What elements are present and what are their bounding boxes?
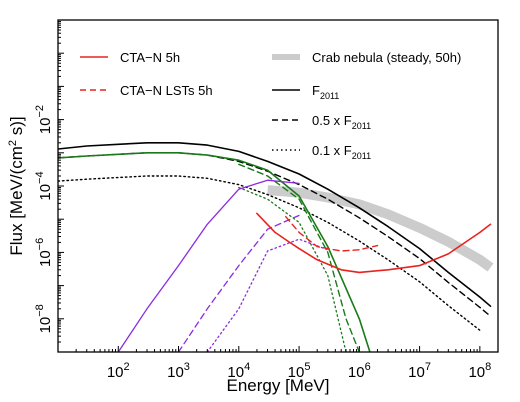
x-tick-label: 107	[408, 361, 431, 381]
series-line-crab	[267, 185, 494, 272]
legend-label: 0.1 x F2011	[312, 143, 371, 161]
legend-label: CTA−N 5h	[120, 50, 180, 65]
y-tick-label: 10−2	[34, 105, 54, 134]
series-line-red_solid	[256, 212, 492, 274]
y-tick-label: 10−6	[34, 238, 54, 267]
series-line-tenth	[58, 175, 481, 331]
series-line-purple3	[206, 238, 329, 352]
series-line-red_dashed	[285, 215, 379, 252]
x-tick-label: 108	[468, 361, 491, 381]
x-tick-label: 104	[227, 361, 250, 381]
legend-label: CTA−N LSTs 5h	[120, 83, 213, 98]
legend: CTA−N 5h CTA−N LSTs 5h Crab nebula (steady…	[80, 50, 461, 161]
y-axis-title: Flux [MeV/(cm2 s)]	[7, 116, 26, 255]
legend-label: F2011	[312, 83, 339, 101]
tick-layer: 102 103 104 105 106 107 108 10−8 10−6 10−4 10−2	[34, 19, 499, 381]
series-layer	[58, 142, 494, 352]
y-tick-label: 10−8	[34, 304, 54, 333]
x-tick-label: 102	[107, 361, 130, 381]
y-tick-label: 10−4	[34, 171, 54, 200]
y-axis-title-main: Flux [MeV/(cm	[7, 146, 26, 256]
legend-label: 0.5 x F2011	[312, 113, 371, 131]
x-tick-label: 106	[348, 361, 371, 381]
series-line-F2011	[58, 142, 492, 308]
y-axis-title-sup: 2	[7, 140, 19, 146]
legend-label: Crab nebula (steady, 50h)	[312, 50, 461, 65]
series-line-purple2	[177, 214, 300, 352]
series-line-purple1	[117, 179, 300, 352]
x-tick-label: 103	[167, 361, 190, 381]
y-axis-title-end: s)]	[7, 116, 26, 140]
x-axis-title: Energy [MeV]	[227, 376, 330, 395]
series-line-green3	[238, 186, 347, 352]
series-line-green2	[238, 163, 360, 352]
x-tick-label: 105	[288, 361, 311, 381]
series-line-green1	[58, 152, 371, 352]
